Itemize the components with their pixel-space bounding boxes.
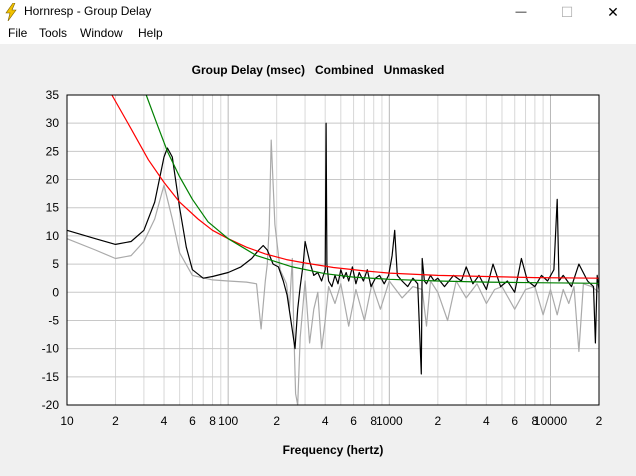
y-tick-label: -5 — [48, 313, 59, 327]
y-tick-label: -15 — [42, 370, 60, 384]
x-tick-label: 4 — [483, 414, 490, 428]
close-icon: ✕ — [607, 3, 619, 20]
y-tick-label: -20 — [42, 398, 60, 412]
window-title: Hornresp - Group Delay — [24, 4, 152, 18]
plot-frame — [66, 94, 600, 406]
menu-tools[interactable]: Tools — [39, 26, 68, 40]
x-tick-label: 8 — [209, 414, 216, 428]
minimize-button[interactable]: — — [498, 0, 544, 24]
data-series-line — [145, 94, 600, 284]
x-tick-label: 6 — [350, 414, 357, 428]
y-tick-label: -10 — [42, 342, 60, 356]
chart-title: Group Delay (msec) Combined Unmasked — [191, 63, 445, 77]
x-tick-label: 2 — [596, 414, 603, 428]
minimize-icon: — — [515, 6, 527, 18]
x-tick-label: 8 — [532, 414, 539, 428]
y-tick-label: 10 — [46, 229, 60, 243]
x-tick-label: 10000 — [534, 414, 568, 428]
title-bar: Hornresp - Group Delay — ☐ ✕ — [0, 0, 636, 24]
y-tick-label: 0 — [52, 285, 59, 299]
data-series-line — [111, 94, 600, 279]
x-axis-label: Frequency (hertz) — [283, 443, 384, 457]
y-tick-label: 25 — [46, 144, 60, 158]
close-button[interactable]: ✕ — [590, 0, 636, 24]
y-tick-label: 15 — [46, 201, 60, 215]
x-tick-label: 100 — [218, 414, 238, 428]
maximize-button[interactable]: ☐ — [544, 0, 590, 24]
x-tick-label: 4 — [161, 414, 168, 428]
x-tick-label: 6 — [189, 414, 196, 428]
x-tick-label: 2 — [112, 414, 119, 428]
maximize-icon: ☐ — [560, 3, 574, 20]
menu-file[interactable]: File — [8, 26, 28, 40]
x-tick-label: 8 — [370, 414, 377, 428]
menu-help[interactable]: Help — [138, 26, 163, 40]
data-series-line — [66, 139, 600, 406]
x-tick-label: 10 — [60, 414, 74, 428]
x-tick-label: 6 — [511, 414, 518, 428]
y-tick-label: 5 — [52, 257, 59, 271]
y-tick-label: 35 — [46, 88, 60, 102]
x-tick-label: 2 — [273, 414, 280, 428]
data-series-line — [66, 122, 600, 375]
x-tick-label: 1000 — [376, 414, 403, 428]
x-tick-label: 2 — [434, 414, 441, 428]
lightning-app-icon — [5, 3, 17, 21]
menu-bar: File Tools Window Help — [0, 24, 636, 44]
y-tick-label: 20 — [46, 173, 60, 187]
x-tick-label: 4 — [322, 414, 329, 428]
plot-background — [67, 95, 599, 405]
menu-window[interactable]: Window — [80, 26, 123, 40]
y-tick-label: 30 — [46, 116, 60, 130]
